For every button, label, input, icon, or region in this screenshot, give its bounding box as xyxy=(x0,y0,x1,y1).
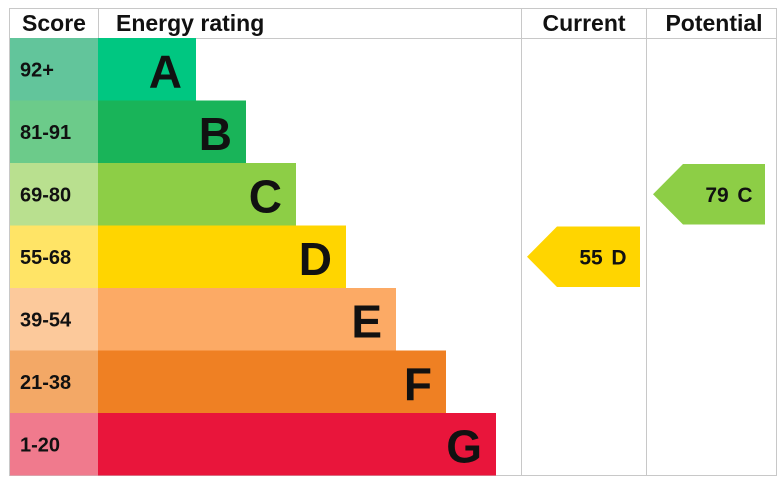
score-range: 55-68 xyxy=(20,247,71,269)
score-range: 21-38 xyxy=(20,372,71,394)
rating-bar xyxy=(98,350,446,413)
header-score: Score xyxy=(22,10,86,36)
rating-bar xyxy=(98,225,346,288)
potential-letter: C xyxy=(737,184,752,207)
potential-arrow xyxy=(653,164,765,225)
rating-letter: E xyxy=(351,295,382,347)
score-cell xyxy=(10,350,98,413)
rating-bar xyxy=(98,163,296,226)
score-cell xyxy=(10,163,98,226)
rating-letter: B xyxy=(199,108,232,160)
current-arrow xyxy=(527,226,640,287)
score-range: 1-20 xyxy=(20,434,60,456)
rating-letter: G xyxy=(446,420,482,472)
rating-bar xyxy=(98,413,496,476)
score-range: 39-54 xyxy=(20,309,72,331)
score-range: 81-91 xyxy=(20,122,71,144)
score-range: 69-80 xyxy=(20,184,71,206)
current-value: 55 xyxy=(579,246,603,269)
score-cell xyxy=(10,100,98,163)
header-potential: Potential xyxy=(665,10,762,36)
score-cell xyxy=(10,38,98,101)
score-range: 92+ xyxy=(20,59,54,81)
current-letter: D xyxy=(611,246,626,269)
rating-bar xyxy=(98,38,196,101)
rating-letter: D xyxy=(299,233,332,285)
score-cell xyxy=(10,225,98,288)
score-cell xyxy=(10,288,98,351)
rating-letter: A xyxy=(149,45,182,97)
rating-bar xyxy=(98,288,396,351)
rating-letter: C xyxy=(249,170,282,222)
score-cell xyxy=(10,413,98,476)
rating-bar xyxy=(98,100,246,163)
rating-letter: F xyxy=(404,358,432,410)
header-rating: Energy rating xyxy=(116,10,264,36)
header-current: Current xyxy=(542,10,625,36)
potential-value: 79 xyxy=(705,184,728,207)
